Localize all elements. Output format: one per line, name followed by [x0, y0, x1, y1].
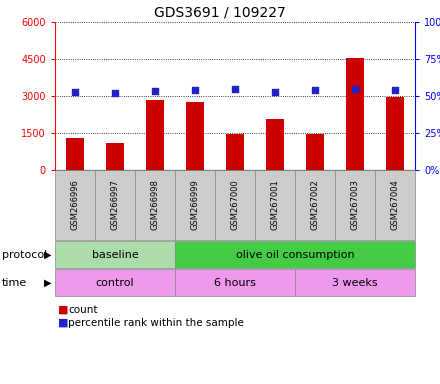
- Bar: [186, 102, 204, 170]
- Point: [151, 88, 158, 94]
- Text: time: time: [2, 278, 27, 288]
- Text: protocol: protocol: [2, 250, 47, 260]
- Point: [71, 88, 78, 94]
- Text: ■: ■: [58, 318, 69, 328]
- Text: ■: ■: [58, 305, 69, 315]
- Text: GSM267003: GSM267003: [351, 180, 359, 230]
- Text: GSM267002: GSM267002: [311, 180, 319, 230]
- Point: [111, 90, 118, 96]
- Text: 3 weeks: 3 weeks: [332, 278, 378, 288]
- Text: count: count: [68, 305, 98, 315]
- Point: [392, 87, 399, 93]
- Text: GSM266996: GSM266996: [70, 180, 80, 230]
- Bar: [66, 138, 84, 170]
- Point: [231, 86, 238, 93]
- Point: [312, 87, 319, 93]
- Text: GDS3691 / 109227: GDS3691 / 109227: [154, 5, 286, 19]
- Bar: [306, 134, 324, 170]
- Point: [352, 86, 359, 92]
- Text: GSM266997: GSM266997: [110, 180, 120, 230]
- Text: GSM266999: GSM266999: [191, 180, 199, 230]
- Text: GSM267001: GSM267001: [271, 180, 279, 230]
- Bar: [346, 58, 364, 170]
- Text: ▶: ▶: [44, 278, 52, 288]
- Bar: [106, 143, 124, 170]
- Bar: [386, 97, 404, 170]
- Text: GSM267000: GSM267000: [231, 180, 239, 230]
- Text: baseline: baseline: [92, 250, 138, 260]
- Text: GSM266998: GSM266998: [150, 180, 160, 230]
- Text: 6 hours: 6 hours: [214, 278, 256, 288]
- Bar: [146, 100, 164, 170]
- Text: olive oil consumption: olive oil consumption: [236, 250, 354, 260]
- Text: percentile rank within the sample: percentile rank within the sample: [68, 318, 244, 328]
- Text: control: control: [95, 278, 134, 288]
- Text: ▶: ▶: [44, 250, 52, 260]
- Text: GSM267004: GSM267004: [391, 180, 400, 230]
- Point: [271, 88, 279, 94]
- Bar: [226, 134, 244, 170]
- Point: [191, 87, 198, 93]
- Bar: [266, 119, 284, 170]
